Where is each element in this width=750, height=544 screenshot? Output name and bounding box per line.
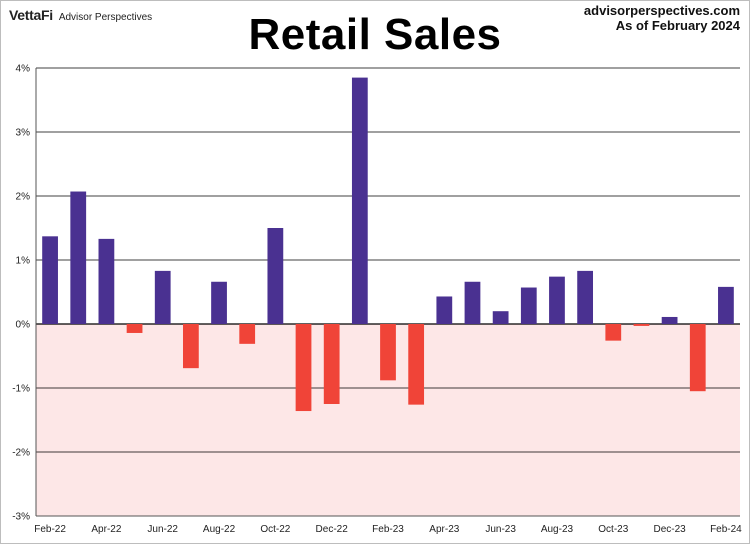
bar-May-23 — [464, 281, 481, 324]
x-tick-label: Apr-22 — [91, 524, 121, 535]
brand-name: VettaFi — [9, 7, 53, 23]
bar-Jul-23 — [520, 287, 537, 324]
bar-Jun-23 — [492, 311, 509, 324]
x-tick-label: Jun-22 — [147, 524, 178, 535]
chart-title: Retail Sales — [248, 10, 502, 59]
bar-Apr-22 — [98, 238, 115, 324]
y-tick-label: 2% — [16, 192, 31, 203]
x-tick-label: Oct-23 — [598, 524, 628, 535]
y-tick-label: 3% — [16, 128, 31, 139]
bar-Jan-23 — [351, 77, 368, 324]
vettafi-logo: VettaFi Advisor Perspectives — [9, 7, 152, 25]
x-tick-label: Feb-23 — [372, 524, 404, 535]
x-tick-label: Dec-23 — [653, 524, 686, 535]
x-tick-label: Oct-22 — [260, 524, 290, 535]
bar-Apr-23 — [436, 296, 453, 324]
bar-Dec-22 — [323, 324, 340, 404]
source-info: advisorperspectives.com As of February 2… — [584, 3, 740, 33]
bar-Nov-22 — [295, 324, 312, 412]
as-of-date: As of February 2024 — [615, 18, 740, 33]
bar-Jan-24 — [689, 324, 706, 392]
y-tick-label: -2% — [12, 448, 30, 459]
bar-Jul-22 — [182, 324, 199, 369]
bar-Jun-22 — [154, 270, 171, 324]
x-tick-label: Feb-24 — [710, 524, 742, 535]
bar-Feb-23 — [380, 324, 396, 381]
bar-Dec-23 — [661, 316, 678, 324]
source-site: advisorperspectives.com — [583, 3, 740, 18]
x-tick-label: Dec-22 — [316, 524, 349, 535]
x-tick-label: Feb-22 — [34, 524, 66, 535]
y-tick-label: 1% — [16, 256, 31, 267]
bar-May-22 — [126, 324, 143, 333]
bar-Oct-22 — [267, 228, 284, 324]
bar-Nov-23 — [633, 324, 650, 326]
bar-Oct-23 — [605, 324, 622, 341]
y-tick-label: 0% — [16, 320, 31, 331]
x-tick-label: Aug-23 — [541, 524, 574, 535]
bar-Mar-22 — [70, 191, 87, 324]
bar-Sep-23 — [577, 270, 594, 324]
x-tick-label: Aug-22 — [203, 524, 236, 535]
x-tick-label: Jun-23 — [485, 524, 516, 535]
brand-subtitle: Advisor Perspectives — [58, 12, 153, 23]
bar-Aug-23 — [549, 276, 565, 324]
y-tick-label: -1% — [12, 384, 30, 395]
y-tick-label: 4% — [16, 64, 31, 75]
bar-Sep-22 — [239, 324, 256, 344]
bar-Feb-24 — [718, 286, 734, 324]
bar-Aug-22 — [211, 281, 227, 324]
x-tick-label: Apr-23 — [429, 524, 459, 535]
bar-Feb-22 — [42, 236, 58, 324]
y-tick-label: -3% — [12, 512, 30, 523]
bar-Mar-23 — [408, 324, 425, 405]
